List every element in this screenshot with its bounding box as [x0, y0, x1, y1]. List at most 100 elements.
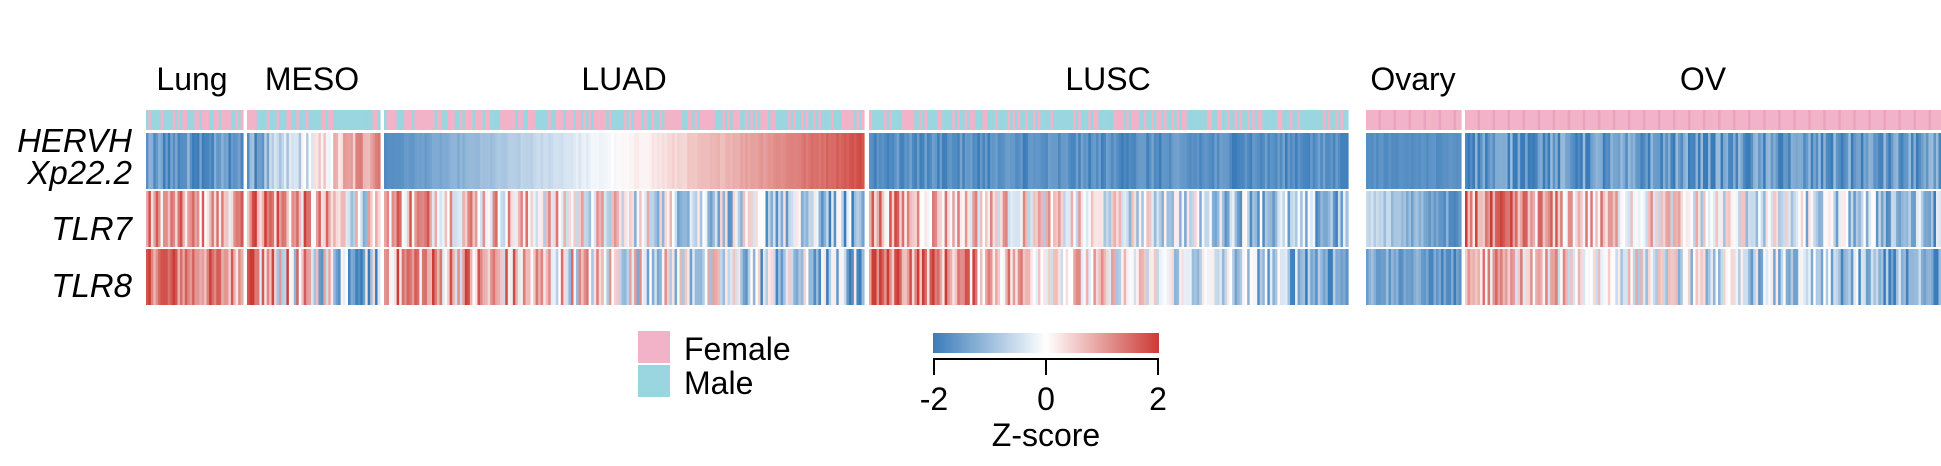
heatmap-cell: [1224, 191, 1228, 247]
sex-annotation-cell: [677, 110, 681, 130]
heatmap-cell: [1020, 133, 1024, 189]
heatmap-cell: [1032, 249, 1036, 305]
sex-annotation-cell: [861, 110, 865, 130]
heatmap-cell: [1295, 191, 1299, 247]
heatmap-cell: [396, 133, 400, 189]
heatmap-cell: [626, 249, 630, 305]
heatmap-cell: [1105, 249, 1110, 305]
heatmap-cell: [1287, 249, 1291, 305]
heatmap-cell: [189, 249, 193, 305]
sex-annotation-cell: [335, 110, 339, 130]
sex-annotation-cell: [1143, 110, 1147, 130]
heatmap-cell: [375, 249, 379, 305]
heatmap-cell: [389, 191, 393, 247]
heatmap-cell: [1209, 191, 1213, 247]
heatmap-cell: [281, 249, 285, 305]
heatmap-cell: [1274, 191, 1279, 247]
heatmap-cell: [1713, 191, 1717, 247]
heatmap-cell: [921, 133, 926, 189]
heatmap-cell: [1431, 249, 1435, 305]
heatmap-cell: [517, 133, 522, 189]
sex-annotation-cell: [515, 110, 519, 130]
sex-annotation-cell: [884, 110, 888, 130]
heatmap-cell: [979, 133, 984, 189]
heatmap-cell: [459, 249, 463, 305]
heatmap-cell: [323, 133, 327, 189]
heatmap-cell: [485, 191, 489, 247]
sex-annotation-cell: [793, 110, 797, 130]
heatmap-cell: [389, 133, 393, 189]
heatmap-cell: [1908, 249, 1912, 305]
heatmap-cell: [1540, 191, 1544, 247]
heatmap-cell: [1597, 249, 1601, 305]
heatmap-cell: [720, 249, 724, 305]
heatmap-cell: [1345, 133, 1349, 189]
heatmap-cell: [1680, 133, 1684, 189]
heatmap-cell: [770, 133, 774, 189]
heatmap-cell: [535, 249, 539, 305]
heatmap-cell: [669, 249, 673, 305]
heatmap-cell: [1317, 191, 1321, 247]
heatmap-cell: [1335, 191, 1339, 247]
heatmap-cell: [1118, 249, 1122, 305]
heatmap-cell: [187, 191, 191, 247]
sex-annotation-cell: [1381, 110, 1385, 130]
heatmap-cell: [1815, 191, 1819, 247]
heatmap-cell: [583, 249, 587, 305]
sex-annotation-cell: [727, 110, 731, 130]
sex-annotation-cell: [230, 110, 234, 130]
sex-annotation-cell: [308, 110, 312, 130]
sex-annotation-cell: [1297, 110, 1301, 130]
heatmap-cell: [1783, 249, 1787, 305]
heatmap-cell: [254, 249, 258, 305]
heatmap-cell: [462, 191, 466, 247]
heatmap-cell: [1788, 249, 1792, 305]
heatmap-cell: [687, 133, 691, 189]
heatmap-cell: [752, 133, 756, 189]
sex-annotation-cell: [1482, 110, 1486, 130]
heatmap-cell: [924, 191, 928, 247]
sex-annotation-cell: [1880, 110, 1884, 130]
sex-annotation-cell: [1317, 110, 1321, 130]
heatmap-cell: [606, 191, 610, 247]
heatmap-cell: [881, 133, 885, 189]
sex-annotation-cell: [1635, 110, 1639, 130]
heatmap-cell: [226, 133, 230, 189]
heatmap-cell: [1753, 191, 1757, 247]
heatmap-cell: [1908, 191, 1912, 247]
heatmap-cell: [684, 133, 688, 189]
heatmap-cell: [1840, 133, 1844, 189]
heatmap-cell: [664, 249, 668, 305]
sex-annotation-cell: [182, 110, 186, 130]
heatmap-cell: [1840, 191, 1844, 247]
sex-annotation-cell: [1505, 110, 1509, 130]
heatmap-cell: [1332, 133, 1336, 189]
heatmap-cell: [1451, 191, 1455, 247]
heatmap-cell: [1078, 249, 1082, 305]
heatmap-cell: [1550, 191, 1554, 247]
heatmap-cell: [1465, 191, 1469, 247]
sex-annotation-cell: [256, 110, 260, 130]
heatmap-cell: [1010, 133, 1014, 189]
heatmap-cell: [1778, 249, 1782, 305]
heatmap-cell: [666, 191, 671, 247]
sex-annotation-cell: [1408, 110, 1412, 130]
heatmap-cell: [464, 133, 468, 189]
heatmap-cell: [213, 191, 217, 247]
sex-annotation-cell: [1252, 110, 1256, 130]
heatmap-cell: [1527, 133, 1531, 189]
heatmap-cell: [886, 249, 890, 305]
sex-annotation-cell: [1206, 110, 1210, 130]
heatmap-cell: [1371, 191, 1375, 247]
heatmap-cell: [1393, 191, 1397, 247]
heatmap-cell: [1118, 191, 1122, 247]
heatmap-cell: [1552, 133, 1556, 189]
heatmap-cell: [911, 191, 915, 247]
heatmap-cell: [1047, 249, 1052, 305]
heatmap-cell: [1895, 133, 1900, 189]
heatmap-cell: [1552, 191, 1556, 247]
heatmap-cell: [1695, 249, 1699, 305]
heatmap-cell: [386, 133, 390, 189]
heatmap-cell: [964, 249, 968, 305]
heatmap-cell: [901, 249, 905, 305]
